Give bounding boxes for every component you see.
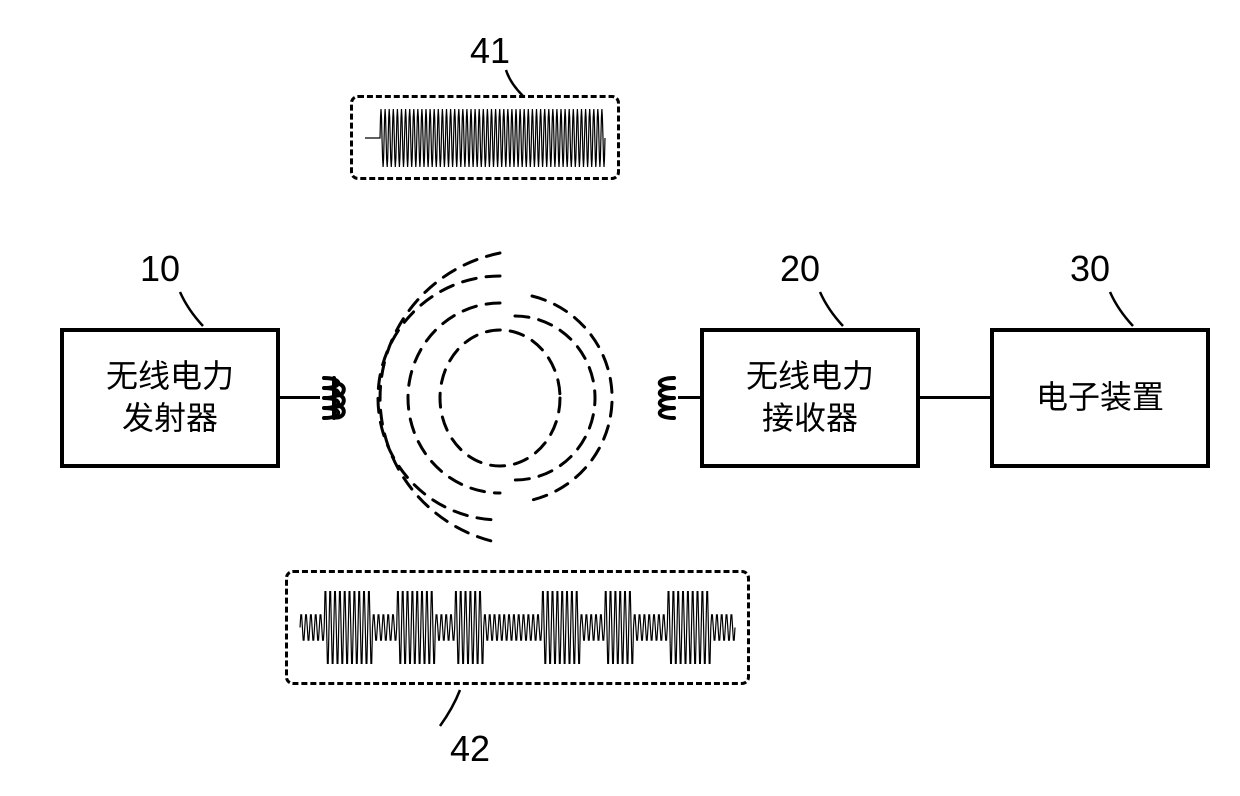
ref-41: 41 — [470, 30, 510, 72]
receiver-label-2: 接收器 — [746, 398, 874, 440]
leader-10 — [178, 290, 208, 328]
receiver-block: 无线电力 接收器 — [700, 328, 920, 468]
device-block: 电子装置 — [990, 328, 1210, 468]
transmitter-block: 无线电力 发射器 — [60, 328, 280, 468]
transmitter-label-2: 发射器 — [106, 398, 234, 440]
wire-coil-to-rx — [678, 396, 700, 399]
waveform-41 — [360, 103, 610, 173]
leader-41 — [498, 68, 528, 98]
ref-20: 20 — [780, 248, 820, 290]
ref-30: 30 — [1070, 248, 1110, 290]
transmitter-label-1: 无线电力 — [106, 356, 234, 398]
leader-42 — [435, 688, 465, 728]
receiver-label-1: 无线电力 — [746, 356, 874, 398]
leader-20 — [818, 290, 848, 328]
ref-42: 42 — [450, 728, 490, 770]
waveform-42 — [297, 580, 738, 675]
leader-30 — [1108, 290, 1138, 328]
ref-10: 10 — [140, 248, 180, 290]
connector-receiver-to-device — [920, 396, 990, 399]
device-label: 电子装置 — [1036, 377, 1164, 419]
em-waves — [340, 248, 660, 548]
